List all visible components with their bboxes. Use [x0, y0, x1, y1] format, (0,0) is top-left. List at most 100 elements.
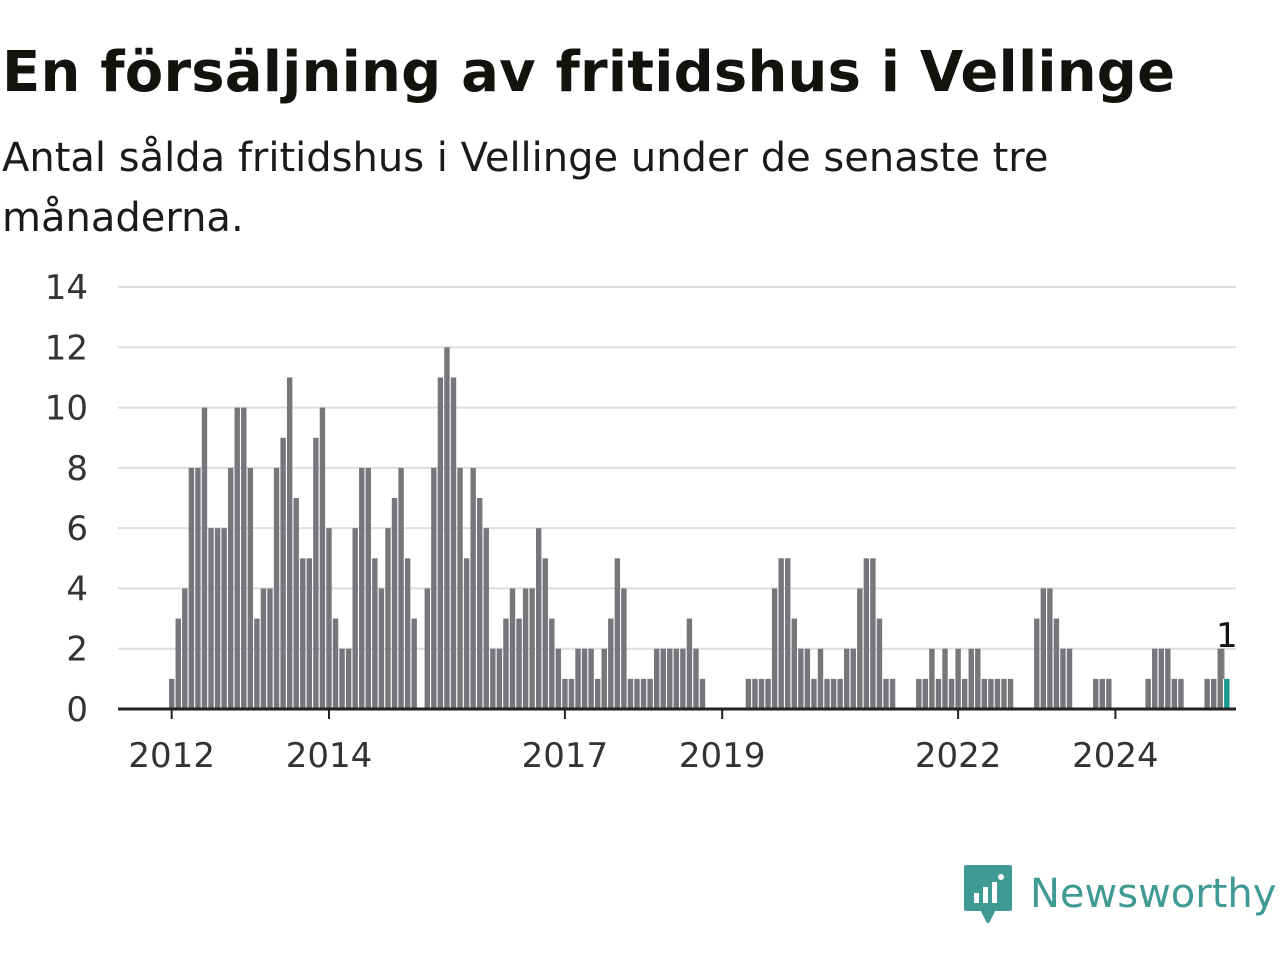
bar [870, 558, 876, 709]
bar [1178, 678, 1184, 709]
bar [935, 678, 942, 709]
bar [273, 467, 280, 709]
bar [601, 648, 607, 709]
bar [929, 648, 935, 709]
bar [300, 558, 306, 709]
bar [483, 528, 489, 709]
bar [955, 648, 961, 709]
bar [188, 467, 195, 709]
bar [680, 648, 686, 709]
bar [1034, 618, 1040, 709]
bar [791, 618, 797, 709]
bar [555, 648, 562, 709]
bar [948, 678, 955, 709]
bar [227, 467, 234, 709]
bar [824, 678, 830, 709]
bar [798, 648, 804, 709]
bar [411, 618, 417, 709]
bar [942, 648, 948, 709]
bar [516, 618, 522, 709]
annotations: 1 [1216, 616, 1238, 679]
bar [404, 558, 411, 709]
bar [640, 678, 647, 709]
bar [365, 467, 372, 709]
bar [693, 648, 699, 709]
bar [785, 558, 791, 709]
x-tick-label: 2014 [286, 736, 373, 776]
bar [1007, 678, 1014, 709]
bar [1099, 678, 1105, 709]
bar [503, 618, 509, 709]
bar [850, 648, 856, 709]
bar [529, 588, 535, 709]
y-tick-label: 0 [66, 690, 88, 730]
y-tick-label: 2 [66, 630, 88, 670]
bar [260, 588, 267, 709]
bar [1053, 618, 1060, 709]
bar [1066, 648, 1073, 709]
bar [437, 377, 444, 709]
bar [765, 678, 771, 709]
bar [883, 678, 889, 709]
bar [509, 588, 516, 709]
bar [994, 678, 1001, 709]
x-axis-labels: 2012 2014 2017 2019 2022 2024 [128, 709, 1159, 776]
bar [686, 618, 693, 709]
bar [214, 528, 221, 709]
bar [647, 678, 653, 709]
bar [699, 678, 706, 709]
bar-chart: 0 2 4 6 8 10 12 14 2012 2014 2017 2019 2022 2024 1 [45, 268, 1238, 776]
y-tick-label: 10 [45, 389, 88, 429]
bar [857, 588, 863, 709]
bar [771, 588, 778, 709]
bar [542, 558, 548, 709]
newsworthy-logo-icon [964, 865, 1012, 923]
bar [745, 678, 752, 709]
bar [844, 648, 850, 709]
bar [1217, 648, 1223, 709]
bar [313, 437, 319, 709]
bar [496, 648, 503, 709]
bar [837, 678, 843, 709]
bar [345, 648, 352, 709]
last-value-label: 1 [1216, 616, 1238, 656]
bar [1047, 588, 1053, 709]
bar [391, 498, 398, 709]
bar [667, 648, 673, 709]
newsworthy-logo: Newsworthy [962, 862, 1276, 926]
bar [988, 678, 994, 709]
y-tick-label: 12 [45, 328, 88, 368]
bar [280, 437, 286, 709]
bar [621, 588, 627, 709]
x-tick-label: 2022 [915, 736, 1002, 776]
bar [889, 678, 896, 709]
bar [332, 618, 339, 709]
bars [169, 347, 1230, 709]
bar [778, 558, 784, 709]
bar [267, 588, 273, 709]
bar [1040, 588, 1047, 709]
bar [575, 648, 581, 709]
bar [221, 528, 227, 709]
bar [752, 678, 758, 709]
bar [1106, 678, 1112, 709]
bar [286, 377, 293, 709]
bar [608, 618, 614, 709]
bar [182, 588, 188, 709]
bar [254, 618, 260, 709]
bar [653, 648, 660, 709]
bar [1001, 678, 1007, 709]
bar [378, 588, 385, 709]
bar [1060, 648, 1066, 709]
bar [339, 648, 345, 709]
bar [968, 648, 974, 709]
bar [385, 528, 391, 709]
bar [424, 588, 430, 709]
bar [522, 588, 529, 709]
bar [922, 678, 929, 709]
bar [1211, 678, 1217, 709]
bar [817, 648, 824, 709]
bar [804, 648, 811, 709]
bar [916, 678, 922, 709]
bar [1158, 648, 1164, 709]
